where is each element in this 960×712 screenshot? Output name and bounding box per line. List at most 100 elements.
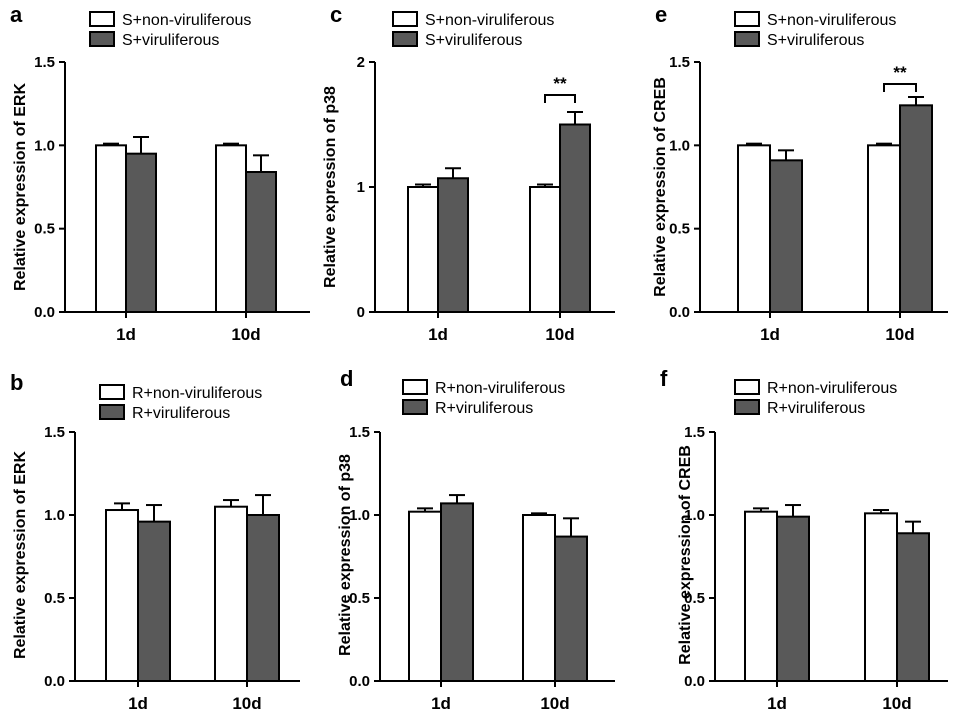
x-tick-label: 1d: [116, 325, 136, 344]
x-tick-label: 1d: [431, 694, 451, 712]
panel-letter: d: [340, 366, 353, 391]
significance-bracket: [883, 83, 917, 92]
y-tick-label: 1: [357, 179, 365, 196]
legend-label: R+viruliferous: [132, 405, 230, 422]
y-tick-label: 0.5: [669, 221, 690, 238]
y-tick-label: 1.0: [44, 507, 65, 524]
legend-swatch: [99, 384, 125, 400]
x-tick-label: 10d: [231, 325, 260, 344]
panel-letter: c: [330, 2, 342, 27]
bar: [896, 532, 930, 683]
x-tick-label: 1d: [428, 325, 448, 344]
y-tick-label: 0.0: [44, 673, 65, 690]
legend-swatch: [392, 31, 418, 47]
bar: [744, 510, 778, 682]
bar: [440, 502, 474, 682]
bar: [95, 144, 127, 313]
legend-label: S+viruliferous: [767, 32, 864, 49]
bar: [245, 171, 277, 313]
y-tick-label: 1.5: [684, 424, 705, 441]
x-tick-label: 10d: [885, 325, 914, 344]
legend-swatch: [99, 404, 125, 420]
y-tick-label: 1.5: [34, 54, 55, 71]
y-tick-label: 1.0: [684, 507, 705, 524]
significance-bracket: [544, 94, 576, 103]
bar: [407, 186, 439, 313]
panel-letter: a: [10, 2, 23, 27]
legend-swatch: [734, 31, 760, 47]
x-tick-label: 10d: [540, 694, 569, 712]
bar: [408, 510, 442, 682]
bar: [864, 512, 898, 683]
y-tick-label: 0.0: [684, 673, 705, 690]
x-tick-label: 1d: [760, 325, 780, 344]
legend-label: S+viruliferous: [122, 32, 219, 49]
bar: [554, 535, 588, 683]
x-tick-label: 1d: [128, 694, 148, 712]
legend-label: S+non-viruliferous: [425, 12, 554, 29]
legend-label: S+viruliferous: [425, 32, 522, 49]
y-tick-label: 1.0: [669, 137, 690, 154]
bar: [105, 509, 139, 682]
bar: [776, 515, 810, 682]
bar: [737, 144, 771, 313]
panel-letter: b: [10, 370, 23, 395]
y-axis-label: Relative expression of ERK: [12, 451, 29, 660]
y-axis-label: Relative expression of p38: [337, 454, 354, 656]
y-tick-label: 0: [357, 304, 365, 321]
y-axis-label: Relative expression of CREB: [677, 445, 694, 665]
legend-label: R+non-viruliferous: [132, 385, 262, 402]
y-tick-label: 0.5: [684, 590, 705, 607]
legend-label: S+non-viruliferous: [122, 12, 251, 29]
y-tick-label: 0.0: [34, 304, 55, 321]
bar: [125, 152, 157, 313]
y-tick-label: 0.5: [44, 590, 65, 607]
legend-swatch: [402, 399, 428, 415]
panel-letter: f: [660, 366, 668, 391]
y-tick-label: 0.5: [34, 221, 55, 238]
legend-label: R+viruliferous: [435, 400, 533, 417]
x-tick-label: 10d: [882, 694, 911, 712]
bar: [246, 514, 280, 682]
bar: [529, 186, 561, 313]
legend-label: R+non-viruliferous: [435, 380, 565, 397]
y-tick-label: 1.5: [669, 54, 690, 71]
y-tick-label: 0.0: [349, 673, 370, 690]
legend-label: R+viruliferous: [767, 400, 865, 417]
legend-swatch: [89, 11, 115, 27]
bar: [522, 514, 556, 682]
y-tick-label: 2: [357, 54, 365, 71]
legend-swatch: [734, 399, 760, 415]
bar: [769, 159, 803, 313]
bar: [867, 144, 901, 313]
bar: [214, 505, 248, 683]
significance-label: **: [893, 63, 907, 82]
y-tick-label: 1.5: [349, 424, 370, 441]
y-tick-label: 0.0: [669, 304, 690, 321]
bar: [137, 520, 171, 683]
x-tick-label: 1d: [767, 694, 787, 712]
bar: [899, 104, 933, 314]
legend-label: S+non-viruliferous: [767, 12, 896, 29]
y-axis-label: Relative expression of CREB: [652, 77, 669, 297]
legend-swatch: [89, 31, 115, 47]
y-tick-label: 1.5: [44, 424, 65, 441]
y-tick-label: 1.0: [34, 137, 55, 154]
bar: [559, 123, 591, 313]
y-tick-label: 1.0: [349, 507, 370, 524]
y-axis-label: Relative expression of ERK: [12, 83, 29, 292]
legend-label: R+non-viruliferous: [767, 380, 897, 397]
legend-swatch: [402, 379, 428, 395]
x-tick-label: 10d: [545, 325, 574, 344]
significance-label: **: [553, 74, 567, 93]
y-axis-label: Relative expression of p38: [322, 86, 339, 288]
legend-swatch: [734, 379, 760, 395]
legend-swatch: [392, 11, 418, 27]
y-tick-label: 0.5: [349, 590, 370, 607]
bar: [437, 177, 469, 313]
bar: [215, 144, 247, 313]
panel-letter: e: [655, 2, 667, 27]
legend-swatch: [734, 11, 760, 27]
x-tick-label: 10d: [232, 694, 261, 712]
